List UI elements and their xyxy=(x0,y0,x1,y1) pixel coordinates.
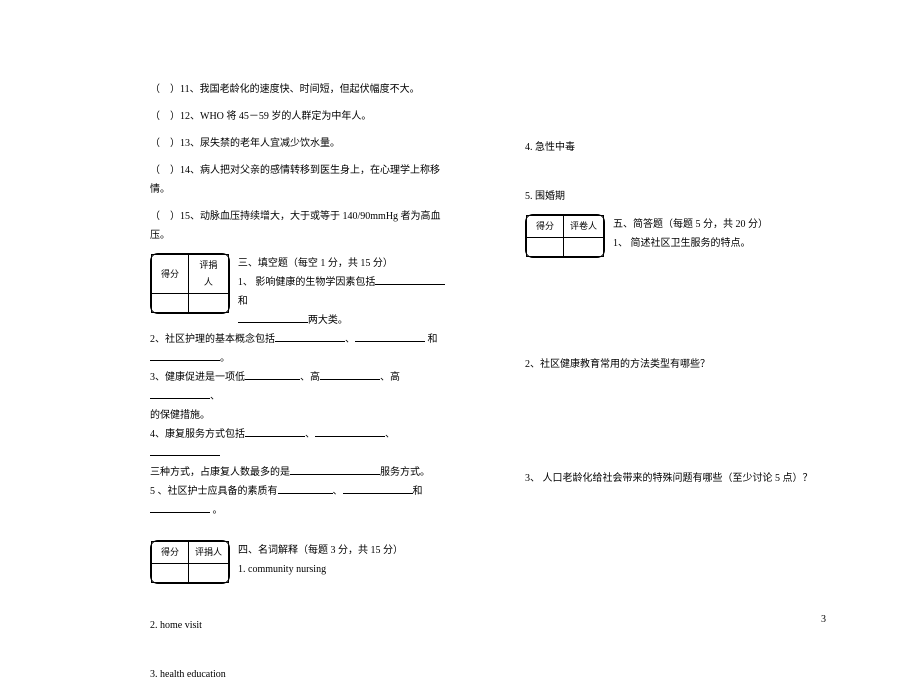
fill-q4: 4、康复服务方式包括、、 xyxy=(150,425,455,463)
tf-item: （ ）12、WHO 将 45－59 岁的人群定为中年人。 xyxy=(150,107,455,126)
score-label: 得分 xyxy=(152,542,189,564)
fill-q2: 2、社区护理的基本概念包括、 和 xyxy=(150,330,455,349)
tf-item: （ ）14、病人把对父亲的感情转移到医生身上，在心理学上称移情。 xyxy=(150,161,455,199)
tf-item: （ ）15、动脉血压持续增大，大于或等于 140/90mmHg 者为高血压。 xyxy=(150,207,455,245)
tf-item: （ ）11、我国老龄化的速度快、时间短，但起伏幅度不大。 xyxy=(150,80,455,99)
page-number: 3 xyxy=(821,610,826,629)
term-5: 5. 围婚期 xyxy=(525,187,830,206)
section-4-title: 四、名词解释（每题 3 分，共 15 分） xyxy=(238,541,403,560)
tf-item: （ ）13、尿失禁的老年人宜减少饮水量。 xyxy=(150,134,455,153)
score-label: 得分 xyxy=(152,255,189,294)
score-label: 得分 xyxy=(527,216,564,238)
score-box: 得分 评卷人 xyxy=(525,214,605,258)
fill-q5: 5 、社区护士应具备的素质有、和 xyxy=(150,482,455,501)
section-3-title: 三、填空题（每空 1 分，共 15 分） xyxy=(238,254,455,273)
term-2: 2. home visit xyxy=(150,616,455,635)
fill-q5-cont: 。 xyxy=(150,501,455,520)
section-3-header: 得分 评捐人 三、填空题（每空 1 分，共 15 分） 1、 影响健康的生物学因… xyxy=(150,253,455,330)
term-3: 3. health education xyxy=(150,665,455,684)
section-4-header: 得分 评捐人 四、名词解释（每题 3 分，共 15 分） 1. communit… xyxy=(150,540,455,586)
sa-q1: 1、 简述社区卫生服务的特点。 xyxy=(613,234,768,253)
section-5-header: 得分 评卷人 五、简答题（每题 5 分，共 20 分） 1、 简述社区卫生服务的… xyxy=(525,214,830,260)
sa-q2: 2、社区健康教育常用的方法类型有哪些？ xyxy=(525,355,830,374)
grader-label: 评捐人 xyxy=(189,542,229,564)
fill-q3: 3、健康促进是一项低、高、高、 xyxy=(150,368,455,406)
term-1: 1. community nursing xyxy=(238,560,403,579)
term-4: 4. 急性中毒 xyxy=(525,138,830,157)
score-box: 得分 评捐人 xyxy=(150,540,230,584)
section-5-title: 五、简答题（每题 5 分，共 20 分） xyxy=(613,215,768,234)
grader-label: 评卷人 xyxy=(564,216,604,238)
grader-label: 评捐人 xyxy=(189,255,229,294)
score-box: 得分 评捐人 xyxy=(150,253,230,314)
fill-q3-cont: 的保健措施。 xyxy=(150,406,455,425)
fill-q1-cont: 两大类。 xyxy=(238,311,455,330)
fill-q4-cont: 三种方式，占康复人数最多的是服务方式。 xyxy=(150,463,455,482)
fill-q2-cont: 。 xyxy=(150,349,455,368)
fill-q1: 1、 影响健康的生物学因素包括和 xyxy=(238,273,455,311)
sa-q3: 3、 人口老龄化给社会带来的特殊问题有哪些（至少讨论 5 点）？ xyxy=(525,469,830,488)
